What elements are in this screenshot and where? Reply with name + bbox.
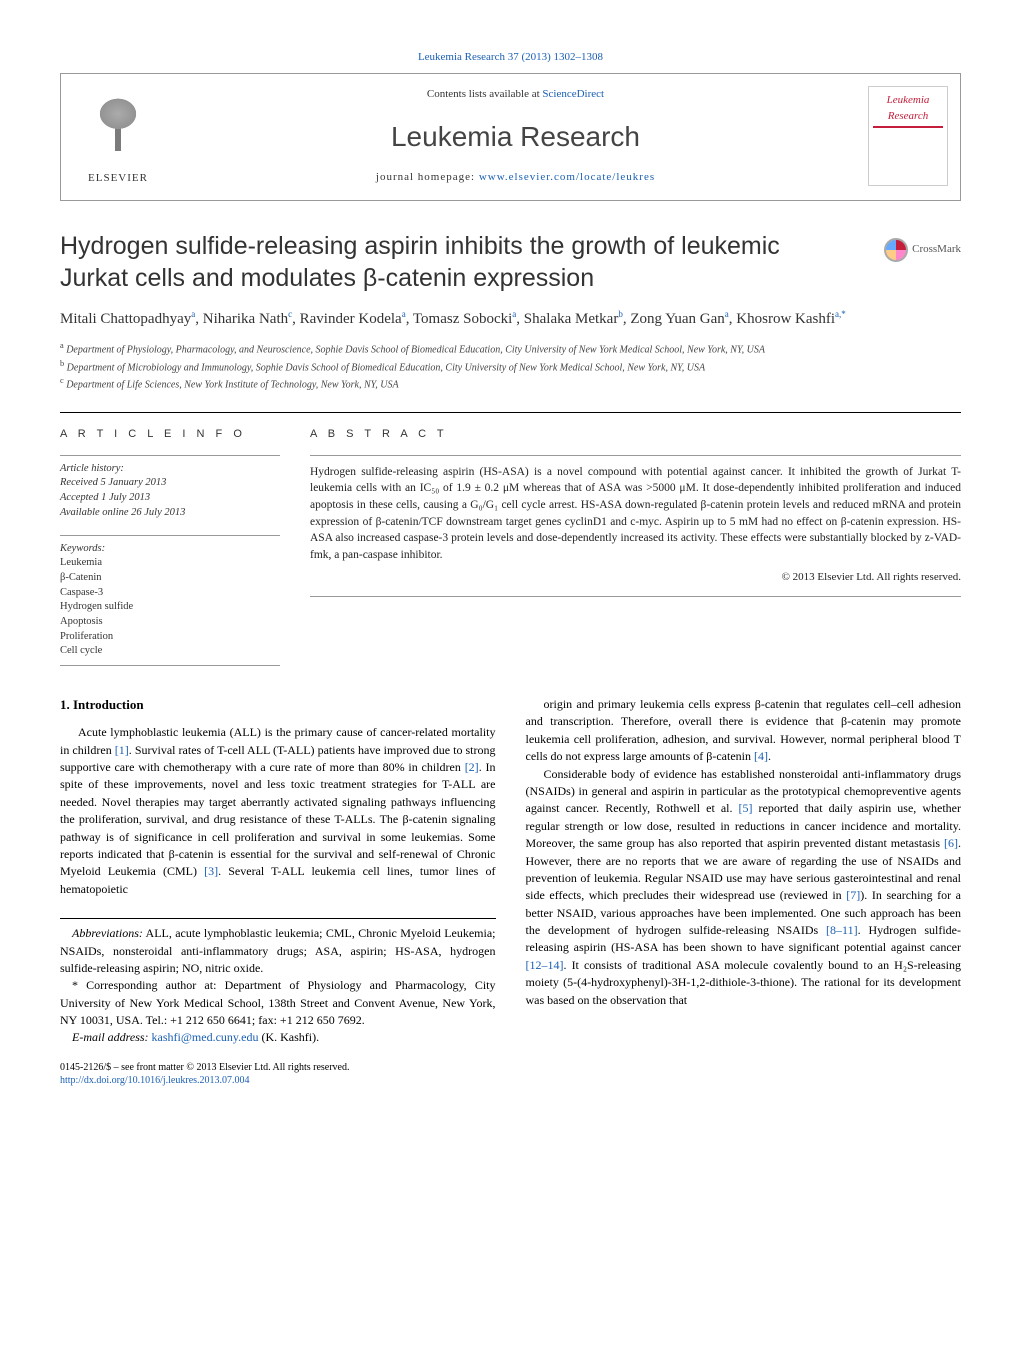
ref-link[interactable]: [7]: [846, 888, 860, 902]
article-history: Article history: Received 5 January 2013…: [60, 455, 280, 521]
elsevier-tree-icon: [83, 97, 153, 167]
crossmark-icon: [884, 238, 908, 262]
homepage-link[interactable]: www.elsevier.com/locate/leukres: [479, 171, 655, 183]
ref-link[interactable]: [6]: [944, 836, 958, 850]
right-column: origin and primary leukemia cells expres…: [526, 696, 962, 1087]
email-suffix: (K. Kashfi).: [258, 1030, 319, 1044]
ref-link[interactable]: [8–11]: [826, 923, 858, 937]
right-para-2: Considerable body of evidence has establ…: [526, 766, 962, 1009]
abstract-copyright: © 2013 Elsevier Ltd. All rights reserved…: [310, 570, 961, 586]
ref-link[interactable]: [12–14]: [526, 958, 564, 972]
abbrev-label: Abbreviations:: [72, 926, 143, 940]
elsevier-name: ELSEVIER: [88, 171, 148, 186]
section-heading: 1. Introduction: [60, 696, 496, 714]
intro-para-1: Acute lymphoblastic leukemia (ALL) is th…: [60, 724, 496, 898]
ref-link[interactable]: [1]: [115, 743, 129, 757]
page: Leukemia Research 37 (2013) 1302–1308 EL…: [0, 0, 1021, 1137]
right-para-1: origin and primary leukemia cells expres…: [526, 696, 962, 766]
crossmark-badge[interactable]: CrossMark: [884, 238, 961, 262]
info-abstract-row: A R T I C L E I N F O Article history: R…: [60, 412, 961, 666]
journal-header: ELSEVIER Contents lists available at Sci…: [60, 73, 961, 201]
ref-link[interactable]: [4]: [754, 749, 768, 763]
abstract-label: A B S T R A C T: [310, 427, 961, 442]
email-footnote: E-mail address: kashfi@med.cuny.edu (K. …: [60, 1029, 496, 1046]
crossmark-label: CrossMark: [912, 242, 961, 257]
left-column: 1. Introduction Acute lymphoblastic leuk…: [60, 696, 496, 1087]
contents-line: Contents lists available at ScienceDirec…: [163, 87, 868, 102]
email-label: E-mail address:: [72, 1030, 152, 1044]
header-citation: Leukemia Research 37 (2013) 1302–1308: [60, 50, 961, 65]
keywords-block: Keywords: Leukemiaβ-CateninCaspase-3Hydr…: [60, 535, 280, 667]
contents-prefix: Contents lists available at: [427, 88, 542, 100]
journal-cover-thumb: Leukemia Research: [868, 86, 948, 186]
cover-title: Leukemia Research: [873, 93, 943, 128]
issn-line: 0145-2126/$ – see front matter © 2013 El…: [60, 1061, 496, 1074]
ref-link[interactable]: [5]: [739, 801, 753, 815]
corresponding-footnote: * Corresponding author at: Department of…: [60, 977, 496, 1029]
page-footer: 0145-2126/$ – see front matter © 2013 El…: [60, 1061, 496, 1087]
abstract-column: A B S T R A C T Hydrogen sulfide-releasi…: [310, 427, 961, 666]
email-link[interactable]: kashfi@med.cuny.edu: [152, 1030, 259, 1044]
body-columns: 1. Introduction Acute lymphoblastic leuk…: [60, 696, 961, 1087]
footnotes: Abbreviations: ALL, acute lymphoblastic …: [60, 918, 496, 1047]
homepage-line: journal homepage: www.elsevier.com/locat…: [163, 170, 868, 185]
history-label: Article history:: [60, 463, 124, 474]
article-title: Hydrogen sulfide-releasing aspirin inhib…: [60, 231, 961, 294]
abstract-text: Hydrogen sulfide-releasing aspirin (HS-A…: [310, 455, 961, 597]
abstract-body: Hydrogen sulfide-releasing aspirin (HS-A…: [310, 466, 961, 561]
elsevier-logo: ELSEVIER: [73, 86, 163, 186]
authors: Mitali Chattopadhyaya, Niharika Nathc, R…: [60, 308, 961, 331]
article-info-column: A R T I C L E I N F O Article history: R…: [60, 427, 280, 666]
ref-link[interactable]: [3]: [204, 864, 218, 878]
sciencedirect-link[interactable]: ScienceDirect: [542, 88, 604, 100]
header-center: Contents lists available at ScienceDirec…: [163, 87, 868, 185]
abbreviations-footnote: Abbreviations: ALL, acute lymphoblastic …: [60, 925, 496, 977]
doi-link[interactable]: http://dx.doi.org/10.1016/j.leukres.2013…: [60, 1075, 250, 1086]
journal-name: Leukemia Research: [163, 117, 868, 156]
ref-link[interactable]: [2]: [465, 760, 479, 774]
homepage-prefix: journal homepage:: [376, 171, 479, 183]
info-label: A R T I C L E I N F O: [60, 427, 280, 442]
keywords-label: Keywords:: [60, 542, 280, 557]
affiliations: a Department of Physiology, Pharmacology…: [60, 340, 961, 392]
